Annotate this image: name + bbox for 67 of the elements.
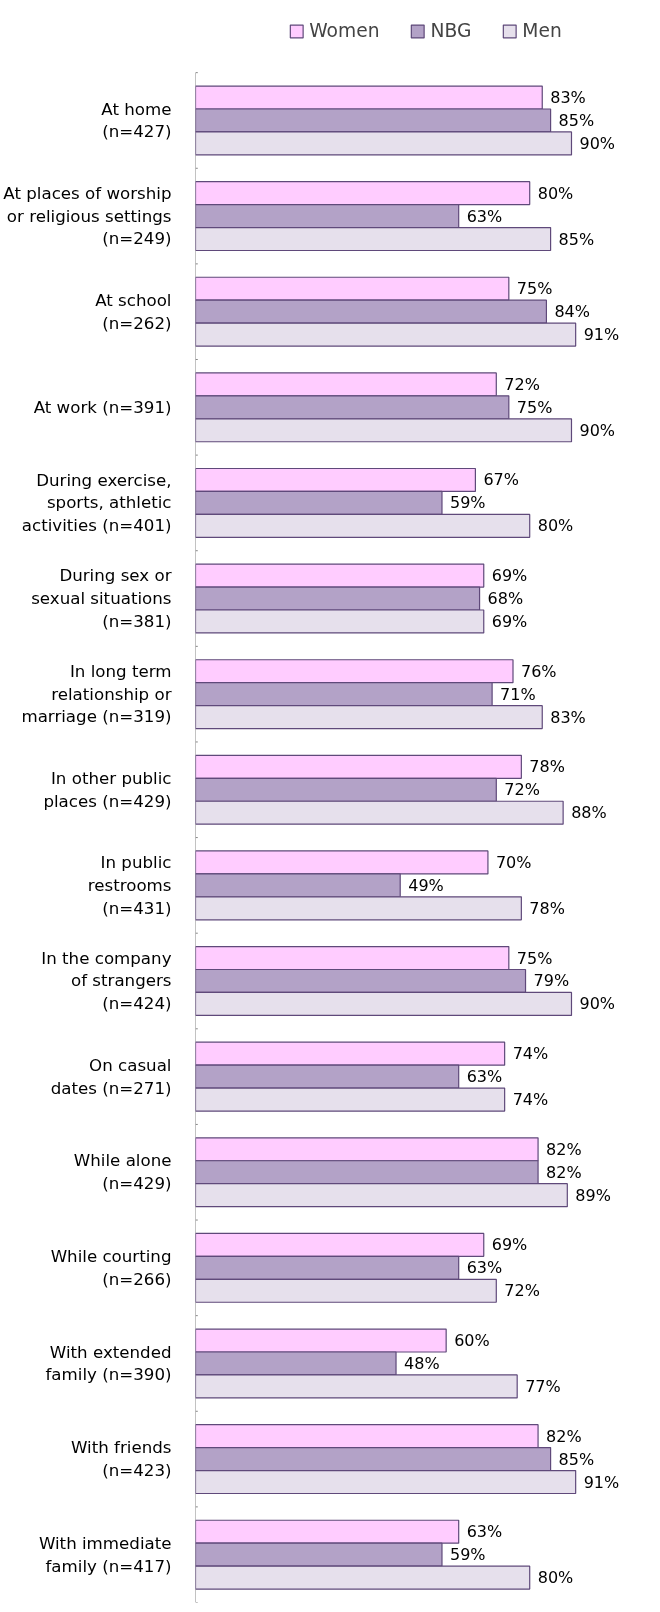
- data-label: 90%: [579, 994, 616, 1014]
- data-label: 84%: [554, 302, 590, 322]
- data-label: 85%: [558, 229, 595, 249]
- data-label: 82%: [546, 1139, 582, 1159]
- data-label: 75%: [516, 279, 553, 299]
- y-tick-label: In other public places (n=429): [43, 768, 172, 811]
- data-label: 63%: [466, 1522, 503, 1542]
- data-label: 91%: [583, 325, 620, 345]
- data-label: 63%: [466, 1067, 503, 1087]
- y-tick-label: While courting (n=266): [50, 1246, 172, 1289]
- data-label: 83%: [550, 707, 586, 727]
- data-label: 82%: [546, 1162, 582, 1182]
- y-tick-label: While alone (n=429): [73, 1151, 172, 1194]
- data-label: 85%: [558, 1449, 595, 1469]
- data-label: 90%: [579, 133, 616, 153]
- data-label: 80%: [537, 516, 574, 536]
- y-tick-label: During exercise, sports, athletic activities (n=401): [21, 470, 172, 536]
- data-label: 72%: [504, 1281, 540, 1301]
- y-tick-label: At school (n=262): [95, 290, 172, 333]
- legend-label: NBG: [430, 20, 472, 41]
- data-label: 68%: [487, 589, 524, 609]
- data-label: 74%: [512, 1090, 549, 1110]
- data-label: 59%: [449, 1545, 486, 1565]
- data-label: 90%: [579, 420, 616, 440]
- data-label: 85%: [558, 110, 595, 130]
- y-tick-label: In public restrooms (n=431): [87, 853, 172, 918]
- data-label: 67%: [483, 470, 519, 490]
- data-label: 72%: [504, 780, 540, 800]
- data-label: 79%: [533, 971, 570, 991]
- data-label: 76%: [521, 661, 557, 681]
- data-label: 82%: [546, 1426, 582, 1446]
- data-label: 74%: [512, 1044, 549, 1064]
- data-label: 49%: [408, 875, 444, 895]
- data-label: 88%: [571, 803, 607, 823]
- y-tick-label: On casual dates (n=271): [50, 1055, 172, 1098]
- y-tick-label: At home (n=427): [101, 99, 172, 142]
- data-label: 63%: [466, 1258, 503, 1278]
- data-label: 60%: [454, 1331, 490, 1351]
- data-label: 80%: [537, 183, 574, 203]
- legend-label: Women: [309, 20, 380, 41]
- data-label: 70%: [495, 852, 532, 872]
- data-label: 78%: [529, 898, 565, 918]
- data-label: 91%: [583, 1472, 620, 1492]
- data-label: 69%: [491, 566, 528, 586]
- data-label: 48%: [404, 1353, 440, 1373]
- data-label: 75%: [516, 948, 553, 968]
- legend-label: Men: [522, 20, 562, 41]
- data-label: 63%: [466, 206, 503, 226]
- y-tick-label: During sex or sexual situations (n=381): [31, 566, 172, 631]
- data-label: 83%: [550, 88, 586, 108]
- data-label: 77%: [525, 1376, 561, 1396]
- data-label: 78%: [529, 757, 565, 777]
- data-label: 59%: [449, 493, 486, 513]
- y-tick-label: At places of worship or religious settings (n=249): [3, 183, 172, 249]
- data-label: 75%: [516, 397, 553, 417]
- y-tick-label: With friends (n=423): [70, 1438, 172, 1480]
- data-label: 71%: [500, 684, 536, 704]
- data-label: 80%: [537, 1568, 574, 1588]
- y-tick-label: At work (n=391): [33, 397, 172, 417]
- data-label: 69%: [491, 611, 528, 631]
- y-tick-label: In long term relationship or marriage (n=319): [21, 661, 172, 727]
- y-tick-label: In the company of strangers (n=424): [41, 948, 172, 1014]
- y-tick-label: With extended family (n=390): [45, 1342, 172, 1385]
- data-label: 69%: [491, 1235, 528, 1255]
- y-tick-label: With immediate family (n=417): [38, 1533, 172, 1576]
- data-label: 89%: [575, 1185, 611, 1205]
- data-label: 72%: [504, 374, 540, 394]
